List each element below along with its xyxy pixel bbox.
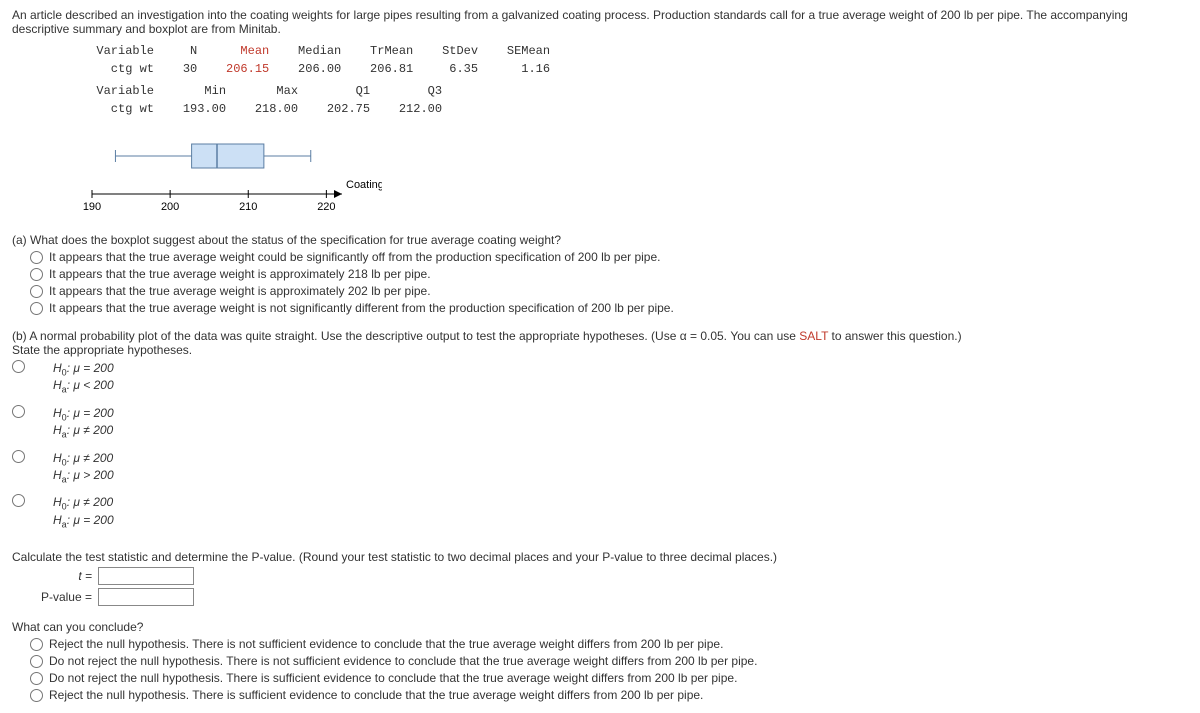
- conclusion-radio[interactable]: [30, 655, 43, 668]
- conclusion-options: Reject the null hypothesis. There is not…: [30, 637, 1188, 702]
- svg-text:220: 220: [317, 201, 335, 213]
- state-hypotheses-label: State the appropriate hypotheses.: [12, 343, 1188, 357]
- h0-line: H0: μ = 200: [53, 361, 114, 377]
- part-b-option: H0: μ ≠ 200 Ha: μ = 200: [12, 494, 1188, 536]
- svg-text:210: 210: [239, 201, 257, 213]
- pvalue-input[interactable]: [98, 588, 194, 606]
- pvalue-label: P-value =: [12, 590, 92, 604]
- conclusion-option-text: Do not reject the null hypothesis. There…: [49, 671, 737, 685]
- conclusion-radio[interactable]: [30, 689, 43, 702]
- conclusion-option: Do not reject the null hypothesis. There…: [30, 671, 1188, 685]
- boxplot-figure: 190 200 210 220 Coating weight: [82, 124, 1188, 227]
- part-a-option-text: It appears that the true average weight …: [49, 284, 431, 298]
- conclusion-option-text: Do not reject the null hypothesis. There…: [49, 654, 757, 668]
- conclusion-option: Do not reject the null hypothesis. There…: [30, 654, 1188, 668]
- conclusion-option-text: Reject the null hypothesis. There is suf…: [49, 688, 703, 702]
- t-stat-row: t =: [40, 567, 1188, 585]
- ha-line: Ha: μ < 200: [53, 378, 114, 394]
- ha-line: Ha: μ > 200: [53, 468, 114, 484]
- part-a-radio[interactable]: [30, 285, 43, 298]
- part-a-option: It appears that the true average weight …: [30, 267, 1188, 281]
- h0-line: H0: μ ≠ 200: [53, 495, 114, 511]
- part-a-prompt: (a) What does the boxplot suggest about …: [12, 233, 1188, 247]
- hypothesis-block: H0: μ = 200Ha: μ ≠ 200: [53, 405, 114, 441]
- minitab-table-1: Variable N Mean Median TrMean StDev SEMe…: [82, 42, 1188, 78]
- part-a-option-text: It appears that the true average weight …: [49, 301, 674, 315]
- part-b-options: H0: μ = 200Ha: μ < 200H0: μ = 200Ha: μ ≠…: [12, 360, 1188, 536]
- t-input[interactable]: [98, 567, 194, 585]
- part-b-radio[interactable]: [12, 494, 25, 507]
- part-a-radio[interactable]: [30, 302, 43, 315]
- part-a-option-text: It appears that the true average weight …: [49, 267, 431, 281]
- ha-line: Ha: μ ≠ 200: [53, 423, 114, 439]
- ha-line: Ha: μ = 200: [53, 513, 114, 529]
- part-a-radio[interactable]: [30, 268, 43, 281]
- conclusion-radio[interactable]: [30, 638, 43, 651]
- pvalue-row: P-value =: [12, 588, 1188, 606]
- part-a-option-text: It appears that the true average weight …: [49, 250, 660, 264]
- h0-line: H0: μ ≠ 200: [53, 451, 114, 467]
- part-a-option: It appears that the true average weight …: [30, 284, 1188, 298]
- conclusion-option-text: Reject the null hypothesis. There is not…: [49, 637, 723, 651]
- conclusion-option: Reject the null hypothesis. There is suf…: [30, 688, 1188, 702]
- t-label: t =: [40, 569, 92, 583]
- part-b-prompt: (b) A normal probability plot of the dat…: [12, 329, 1188, 343]
- part-a-options: It appears that the true average weight …: [30, 250, 1188, 315]
- hypothesis-block: H0: μ ≠ 200Ha: μ > 200: [53, 450, 114, 486]
- part-a-option: It appears that the true average weight …: [30, 250, 1188, 264]
- part-b-option: H0: μ ≠ 200Ha: μ > 200: [12, 450, 1188, 492]
- part-b-radio[interactable]: [12, 405, 25, 418]
- part-b-radio[interactable]: [12, 360, 25, 373]
- conclusion-radio[interactable]: [30, 672, 43, 685]
- svg-text:190: 190: [83, 201, 101, 213]
- h0-line: H0: μ = 200: [53, 406, 114, 422]
- intro-text: An article described an investigation in…: [12, 8, 1188, 36]
- part-a-option: It appears that the true average weight …: [30, 301, 1188, 315]
- part-b-prompt-after: to answer this question.): [828, 329, 961, 343]
- hypothesis-block: H0: μ = 200Ha: μ < 200: [53, 360, 114, 396]
- part-a-radio[interactable]: [30, 251, 43, 264]
- part-b-option: H0: μ = 200Ha: μ ≠ 200: [12, 405, 1188, 447]
- conclusion-prompt: What can you conclude?: [12, 620, 1188, 634]
- svg-text:200: 200: [161, 201, 179, 213]
- hypothesis-block: H0: μ ≠ 200 Ha: μ = 200: [53, 494, 114, 530]
- conclusion-option: Reject the null hypothesis. There is not…: [30, 637, 1188, 651]
- calc-prompt: Calculate the test statistic and determi…: [12, 550, 1188, 564]
- minitab-table-2: Variable Min Max Q1 Q3 ctg wt 193.00 218…: [82, 82, 1188, 118]
- part-b-option: H0: μ = 200Ha: μ < 200: [12, 360, 1188, 402]
- svg-text:Coating weight: Coating weight: [346, 179, 382, 191]
- part-b-radio[interactable]: [12, 450, 25, 463]
- salt-link[interactable]: SALT: [799, 329, 828, 343]
- part-b-prompt-before: (b) A normal probability plot of the dat…: [12, 329, 799, 343]
- boxplot-svg: 190 200 210 220 Coating weight: [82, 124, 382, 224]
